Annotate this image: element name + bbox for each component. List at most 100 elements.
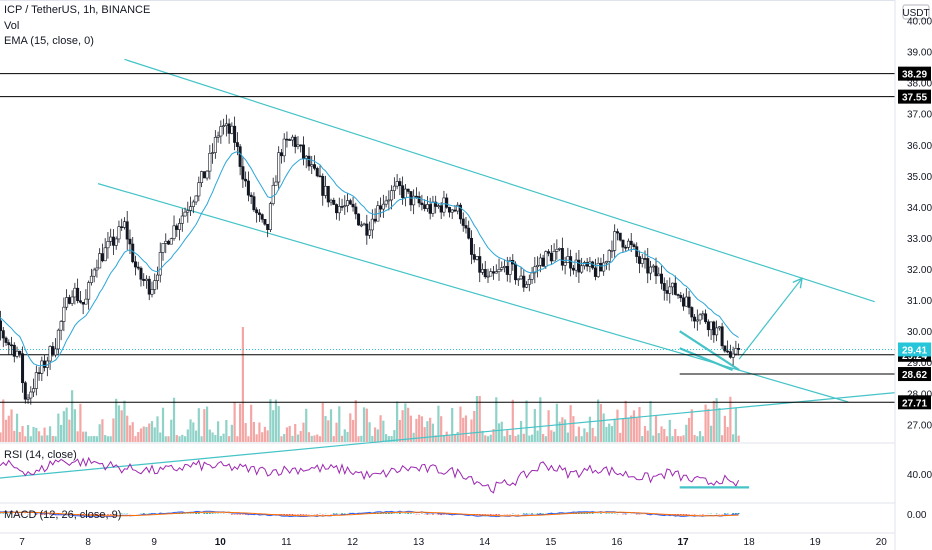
volume-bar [453,434,457,442]
macd-histogram-bar [316,514,319,515]
macd-histogram-bar [440,514,443,516]
time-tick-label: 11 [281,537,292,548]
macd-histogram-bar [305,514,308,515]
candle-body [147,278,151,295]
volume-bar [594,436,597,442]
candle-body [555,248,559,252]
volume-bar [665,436,669,442]
candle-body [65,297,69,308]
volume-bar [29,436,32,442]
candle-body [547,251,551,254]
macd-histogram-bar [142,513,145,514]
volume-bar [577,426,580,442]
currency-badge[interactable] [902,4,930,20]
time-tick-label: 10 [215,537,227,548]
candle-body [552,251,556,262]
volume-bar [37,431,41,442]
macd-histogram-bar [302,514,305,515]
volume-bar [40,435,43,442]
volume-bar [294,423,297,442]
time-axis[interactable]: 7 8 9 10 11 12 13 14 15 16 17 18 19 20 [19,537,887,548]
candle-body [4,337,8,343]
macd-histogram-bar [35,514,38,515]
candle-body [720,326,724,347]
volume-bar [205,406,209,442]
volume-bar [715,398,718,442]
volume-bar [481,430,484,442]
volume-bar [555,403,558,442]
time-tick-label: 7 [19,537,25,548]
macd-histogram-bar [682,514,685,516]
trendline [679,330,740,371]
volume-bar [679,436,682,442]
volume-bar [605,426,608,442]
candle-body [701,313,705,316]
candle-body [442,197,446,213]
volume-bar [696,436,699,442]
candle-body [637,256,641,264]
time-tick-label: 20 [876,537,888,548]
horizontal-levels [0,73,895,403]
macd-legend: MACD (12, 26, close, 9) [4,509,122,521]
volume-bar [437,405,440,442]
candle-body [398,181,402,186]
volume-bar [591,427,594,442]
candle-body [574,259,578,271]
candle-body [541,257,545,267]
candle-body [602,262,606,272]
volume-bar [126,415,129,442]
candle-body [671,282,675,288]
volume-bar [599,404,603,442]
macd-histogram-bar [244,514,247,515]
macd-histogram-bar [195,512,197,514]
macd-histogram-bar [236,514,239,515]
macd-histogram-bar [390,512,393,514]
candle-body [439,205,443,213]
level-badge [898,89,931,104]
candle-body [131,243,135,263]
macd-histogram-bar [49,514,51,515]
volume-bar [638,407,641,442]
candle-body [593,267,597,277]
volume-bar [296,434,300,442]
candle-body [475,256,479,260]
macd-histogram-bar [580,513,583,514]
volume-bar [161,407,165,442]
volume-bar [349,413,352,442]
candle-body [117,226,121,240]
volume-bar [643,426,647,442]
volume-bar [21,426,24,442]
volume-bar [272,410,275,442]
volume-bar [65,407,68,442]
macd-histogram-bar [288,514,291,516]
volume-bar [172,397,176,442]
macd-histogram-bar [10,513,13,514]
candle-body [343,205,347,207]
price-tick-label: 31.00 [907,296,932,307]
volume-bar [51,435,54,442]
macd-histogram-bar [522,513,525,514]
candle-body [478,256,482,273]
candle-body [453,209,457,212]
volume-bar [263,426,267,442]
candle-body [76,287,80,301]
candle-body [122,221,126,228]
volume-bar [517,434,520,442]
volume-bar [48,426,52,442]
macd-histogram-bar [589,513,591,514]
volume-bar [84,431,87,442]
volume-bar [35,427,38,442]
candle-body [673,282,677,295]
candle-body [351,203,355,208]
candle-body [252,196,256,211]
tick-labels: 40.00 39.00 38.00 37.00 36.00 35.00 34.00 33.00… [898,17,932,521]
macd-histogram-bar [230,514,233,515]
candle-body [621,239,625,248]
candle-body [0,320,3,331]
candle-body [533,266,537,274]
symbol-title: ICP / TetherUS, 1h, BINANCE [4,4,151,16]
candle-body [492,271,496,274]
candle-body [26,397,30,400]
macd-histogram-bar [98,514,101,516]
